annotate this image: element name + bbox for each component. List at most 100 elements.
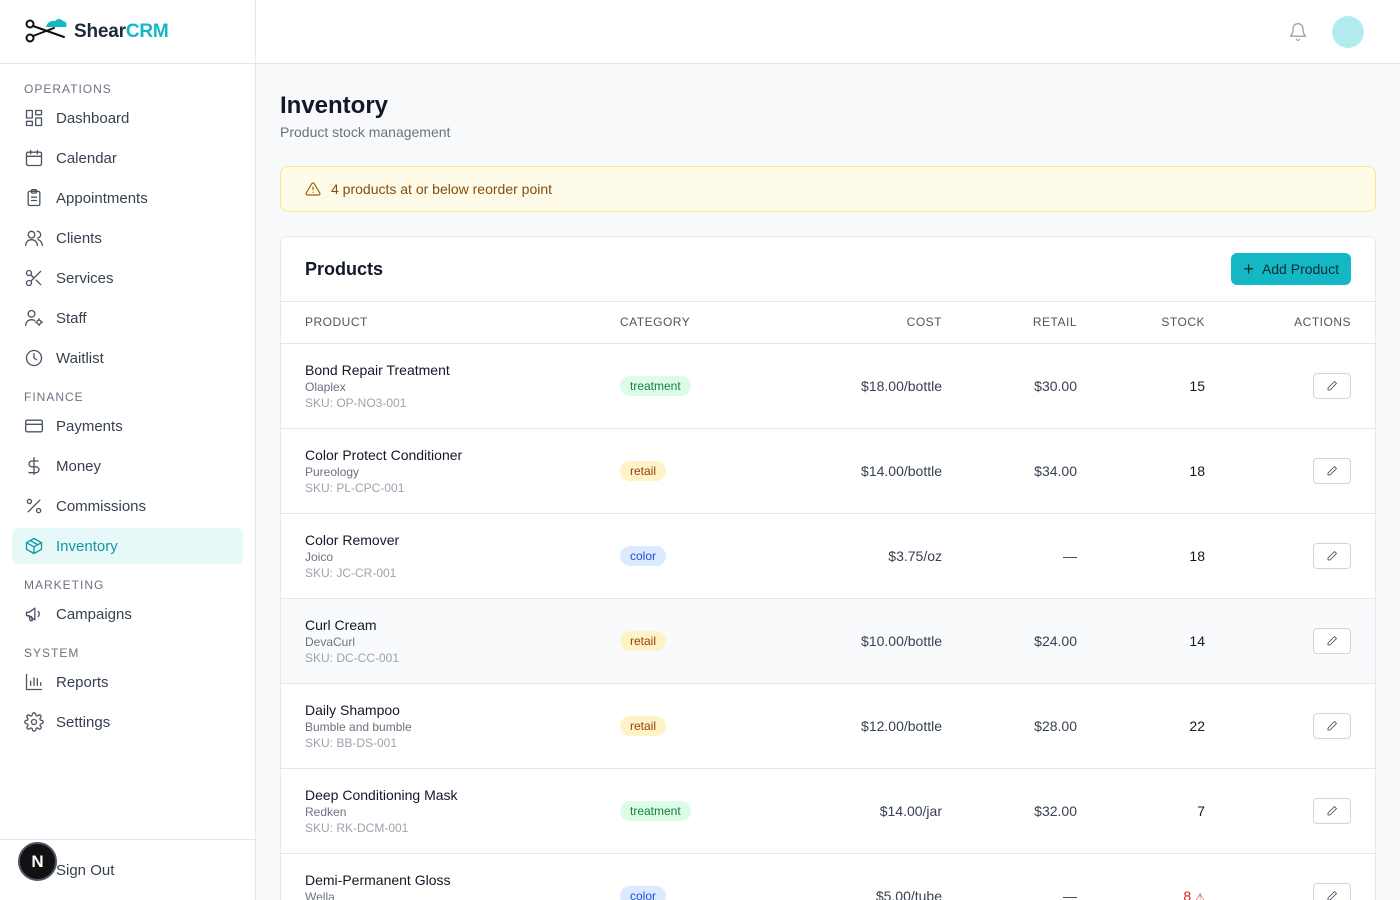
top-bar (256, 0, 1400, 64)
stock-cell: 22 (1077, 683, 1205, 769)
sidebar-item-appointments[interactable]: Appointments (12, 180, 243, 216)
column-header-cost[interactable]: COST (770, 302, 942, 344)
stock-value: 18 (1189, 547, 1205, 564)
edit-button[interactable] (1313, 627, 1351, 654)
product-sku: SKU: RK-DCM-001 (305, 820, 409, 835)
product-sku: SKU: BB-DS-001 (305, 735, 398, 750)
table-row[interactable]: Daily Shampoo Bumble and bumble SKU: BB-DS… (281, 683, 1375, 769)
cost-cell: $5.00/tube (770, 853, 942, 900)
sidebar-item-label: Reports (56, 673, 109, 691)
sidebar-item-label: Appointments (56, 189, 148, 207)
product-sku: SKU: DC-CC-001 (305, 650, 400, 665)
product-cell: Demi-Permanent GlossWellaSKU: WL-DPG-001 (281, 853, 620, 900)
edit-button[interactable] (1313, 797, 1351, 824)
cost-cell: $10.00/bottle (770, 598, 942, 684)
pencil-icon (1327, 890, 1337, 900)
notifications-button[interactable] (1288, 22, 1308, 42)
sidebar-item-clients[interactable]: Clients (12, 220, 243, 256)
gear-icon (24, 712, 44, 732)
nav-section-finance: FINANCE (24, 390, 84, 404)
stock-value: 15 (1189, 377, 1205, 394)
product-brand: Joico (305, 549, 334, 564)
add-product-button[interactable]: + Add Product (1231, 253, 1351, 285)
sidebar-item-commissions[interactable]: Commissions (12, 488, 243, 524)
stock-value: 8 (1183, 887, 1192, 900)
pencil-icon (1327, 635, 1337, 645)
pencil-icon (1327, 720, 1337, 730)
table-row[interactable]: Bond Repair Treatment Olaplex SKU: OP-NO3-… (281, 343, 1375, 429)
product-name: Color Protect Conditioner (305, 446, 463, 463)
retail-cell: $34.00 (942, 428, 1077, 514)
product-brand: Pureology (305, 464, 360, 479)
main-content: Inventory Product stock management 4 pro… (280, 64, 1376, 900)
sidebar-item-label: Clients (56, 229, 102, 247)
stock-value: 14 (1189, 632, 1205, 649)
products-card-header: Products + Add Product (281, 237, 1375, 302)
sidebar: ShearCRM OPERATIONS Dashboard Calendar A… (0, 0, 256, 900)
cost-cell: $18.00/bottle (770, 343, 942, 429)
pencil-icon (1327, 465, 1337, 475)
retail-cell: — (942, 513, 1077, 599)
actions-cell (1205, 853, 1375, 900)
edit-button[interactable] (1313, 372, 1351, 399)
sign-out-label: Sign Out (56, 861, 115, 879)
edit-button[interactable] (1313, 542, 1351, 569)
brand-name-part2: CRM (125, 20, 169, 42)
stock-cell: 18 (1077, 513, 1205, 599)
sidebar-item-reports[interactable]: Reports (12, 664, 243, 700)
column-header-category[interactable]: CATEGORY (620, 302, 770, 344)
table-row[interactable]: Color Protect Conditioner Pureology SKU: P… (281, 428, 1375, 514)
column-header-stock[interactable]: STOCK (1077, 302, 1205, 344)
cost-cell: $3.75/oz (770, 513, 942, 599)
actions-cell (1205, 768, 1375, 854)
sidebar-item-waitlist[interactable]: Waitlist (12, 340, 243, 376)
user-cog-icon (25, 309, 43, 327)
sidebar-item-dashboard[interactable]: Dashboard (12, 100, 243, 136)
stock-value: 22 (1189, 717, 1205, 734)
pencil-icon (1327, 550, 1337, 560)
product-name: Demi-Permanent Gloss (305, 871, 451, 888)
retail-cell: $28.00 (942, 683, 1077, 769)
table-header-row: PRODUCT CATEGORY COST RETAIL STOCK ACTIO… (281, 302, 1375, 344)
retail-cell: $30.00 (942, 343, 1077, 429)
sidebar-item-money[interactable]: Money (12, 448, 243, 484)
column-header-retail[interactable]: RETAIL (942, 302, 1077, 344)
product-name: Deep Conditioning Mask (305, 786, 458, 803)
nav-section-marketing: MARKETING (24, 578, 105, 592)
sidebar-item-settings[interactable]: Settings (12, 704, 243, 740)
product-cell: Daily Shampoo Bumble and bumble SKU: BB-DS… (281, 683, 620, 769)
plus-icon: + (1243, 259, 1254, 279)
sign-out-button[interactable]: Sign Out (0, 839, 255, 900)
sidebar-item-calendar[interactable]: Calendar (12, 140, 243, 176)
stock-cell: 14 (1077, 598, 1205, 684)
category-cell: color (620, 513, 770, 599)
sidebar-item-label: Commissions (56, 497, 147, 515)
avatar[interactable] (1332, 16, 1364, 48)
sidebar-item-inventory[interactable]: Inventory (12, 528, 243, 564)
sidebar-item-payments[interactable]: Payments (12, 408, 243, 444)
package-icon (25, 537, 43, 555)
edit-button[interactable] (1313, 457, 1351, 484)
pencil-icon (1327, 380, 1337, 390)
table-row[interactable]: Curl Cream DevaCurl SKU: DC-CC-001 retail $1… (281, 598, 1375, 684)
product-brand: DevaCurl (305, 634, 356, 649)
dev-tools-badge[interactable]: N (18, 842, 57, 881)
sidebar-item-label: Settings (56, 713, 111, 731)
table-row[interactable]: Demi-Permanent GlossWellaSKU: WL-DPG-001… (281, 853, 1375, 900)
add-product-label: Add Product (1261, 261, 1339, 277)
product-cell: Curl Cream DevaCurl SKU: DC-CC-001 (281, 598, 620, 684)
edit-button[interactable] (1313, 712, 1351, 739)
category-cell: treatment (620, 343, 770, 429)
bell-icon (1289, 23, 1307, 42)
edit-button[interactable] (1313, 882, 1351, 900)
products-title: Products (305, 258, 384, 279)
table-row[interactable]: Color Remover Joico SKU: JC-CR-001 color $3.… (281, 513, 1375, 599)
table-row[interactable]: Deep Conditioning Mask Redken SKU: RK-DCM-… (281, 768, 1375, 854)
category-badge: treatment (620, 375, 691, 396)
sidebar-item-campaigns[interactable]: Campaigns (12, 596, 243, 632)
column-header-product[interactable]: PRODUCT (281, 302, 620, 344)
products-table: PRODUCT CATEGORY COST RETAIL STOCK ACTIO… (281, 302, 1375, 900)
sidebar-item-services[interactable]: Services (12, 260, 243, 296)
brand[interactable]: ShearCRM (0, 0, 255, 64)
sidebar-item-staff[interactable]: Staff (12, 300, 243, 336)
